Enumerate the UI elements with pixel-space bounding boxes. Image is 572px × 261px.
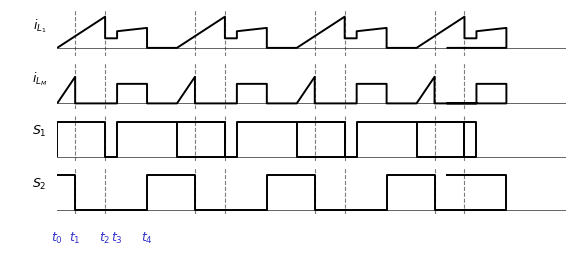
Text: $i_{L_M}$: $i_{L_M}$: [31, 70, 47, 88]
Text: $t_0$: $t_0$: [51, 231, 63, 246]
Text: $t_4$: $t_4$: [141, 231, 153, 246]
Text: $t_1$: $t_1$: [69, 231, 81, 246]
Text: $t_3$: $t_3$: [111, 231, 123, 246]
Text: $i_{L_1}$: $i_{L_1}$: [33, 18, 47, 35]
Text: $S_2$: $S_2$: [33, 177, 47, 192]
Text: $t_2$: $t_2$: [100, 231, 111, 246]
Text: $S_1$: $S_1$: [33, 124, 47, 139]
